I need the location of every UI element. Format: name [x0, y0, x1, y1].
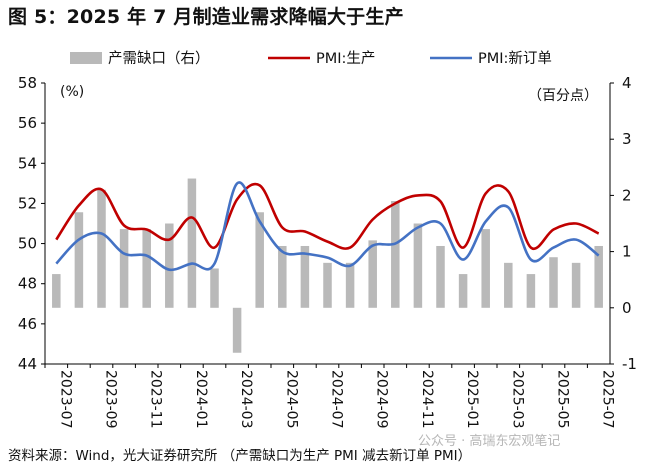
left-tick-label: 56	[18, 114, 37, 132]
bar-2024-02	[210, 268, 219, 308]
left-tick-label: 58	[18, 74, 37, 92]
x-tick-label: 2025-01	[464, 370, 480, 428]
legend-label-gap: 产需缺口（右）	[108, 50, 210, 67]
bar-2025-04	[526, 274, 536, 308]
right-axis-unit: （百分点）	[528, 88, 598, 104]
x-tick-label: 2023-11	[148, 370, 164, 429]
left-tick-label: 48	[18, 275, 37, 293]
legend-swatch-gap	[70, 52, 102, 64]
right-tick-label: 0	[622, 299, 632, 317]
figure-title: 图 5：2025 年 7 月制造业需求降幅大于生产	[8, 6, 404, 28]
legend: 产需缺口（右） PMI:生产 PMI:新订单	[70, 50, 552, 67]
bar-2024-06	[300, 245, 310, 308]
bar-2025-03	[504, 262, 513, 308]
source-note: 资料来源：Wind，光大证券研究所 （产需缺口为生产 PMI 减去新订单 PMI…	[8, 448, 472, 464]
x-tick-label: 2025-07	[600, 370, 616, 429]
axes-group: 44 46 48 50 52 54 56 58 -1 0 1 2 3 4 2023-07 2023-09 202…	[18, 74, 637, 429]
bar-2024-10	[391, 201, 400, 308]
x-tick-label: 2024-05	[283, 370, 299, 429]
bar-2023-07	[52, 274, 61, 308]
bar-2024-11	[413, 223, 423, 308]
bar-2023-09	[97, 189, 106, 308]
watermark: 公众号 · 高瑞东宏观笔记	[418, 434, 561, 449]
legend-label-production: PMI:生产	[316, 50, 375, 67]
bar-2025-01	[458, 274, 468, 308]
right-tick-label: 4	[622, 74, 632, 92]
bar-2024-09	[368, 240, 377, 308]
left-tick-label: 50	[18, 235, 37, 253]
bar-2024-03	[232, 307, 242, 353]
bar-2024-07	[323, 262, 332, 308]
left-tick-label: 52	[18, 194, 37, 212]
bar-2024-04	[255, 212, 264, 308]
bar-2023-10	[119, 229, 129, 308]
left-axis-unit: (%)	[60, 84, 84, 100]
lines-group	[55, 181, 600, 272]
bar-2023-11	[142, 229, 151, 308]
right-tick-label: 3	[622, 130, 632, 148]
right-tick-label: -1	[622, 355, 637, 373]
bar-2024-05	[278, 245, 287, 308]
bar-2023-08	[74, 212, 84, 308]
bar-2024-12	[436, 245, 445, 308]
bar-2025-05	[549, 257, 558, 308]
x-tick-label: 2023-07	[57, 370, 73, 429]
x-tick-label: 2024-09	[374, 370, 390, 429]
left-tick-label: 54	[18, 154, 37, 172]
left-tick-label: 46	[18, 315, 37, 333]
x-tick-label: 2023-09	[103, 370, 119, 429]
bar-2025-07	[594, 245, 603, 308]
bar-2025-06	[571, 262, 581, 308]
bar-2025-02	[481, 229, 490, 308]
series-line-new-orders	[55, 181, 600, 272]
x-tick-label: 2025-05	[555, 370, 571, 429]
x-tick-label: 2024-03	[238, 370, 254, 429]
x-tick-label: 2024-01	[193, 370, 209, 429]
series-line-production	[55, 182, 600, 251]
bar-2023-12	[165, 223, 174, 308]
bar-2024-08	[345, 262, 355, 308]
right-tick-label: 1	[622, 243, 632, 261]
x-tick-label: 2024-11	[419, 370, 435, 429]
legend-label-new-orders: PMI:新订单	[478, 50, 552, 67]
x-tick-label: 2025-03	[509, 370, 525, 429]
left-tick-label: 44	[18, 355, 37, 373]
bar-2024-01	[187, 178, 197, 308]
x-tick-label: 2024-07	[329, 370, 345, 429]
right-tick-label: 2	[622, 186, 632, 204]
bars-group	[52, 178, 603, 353]
